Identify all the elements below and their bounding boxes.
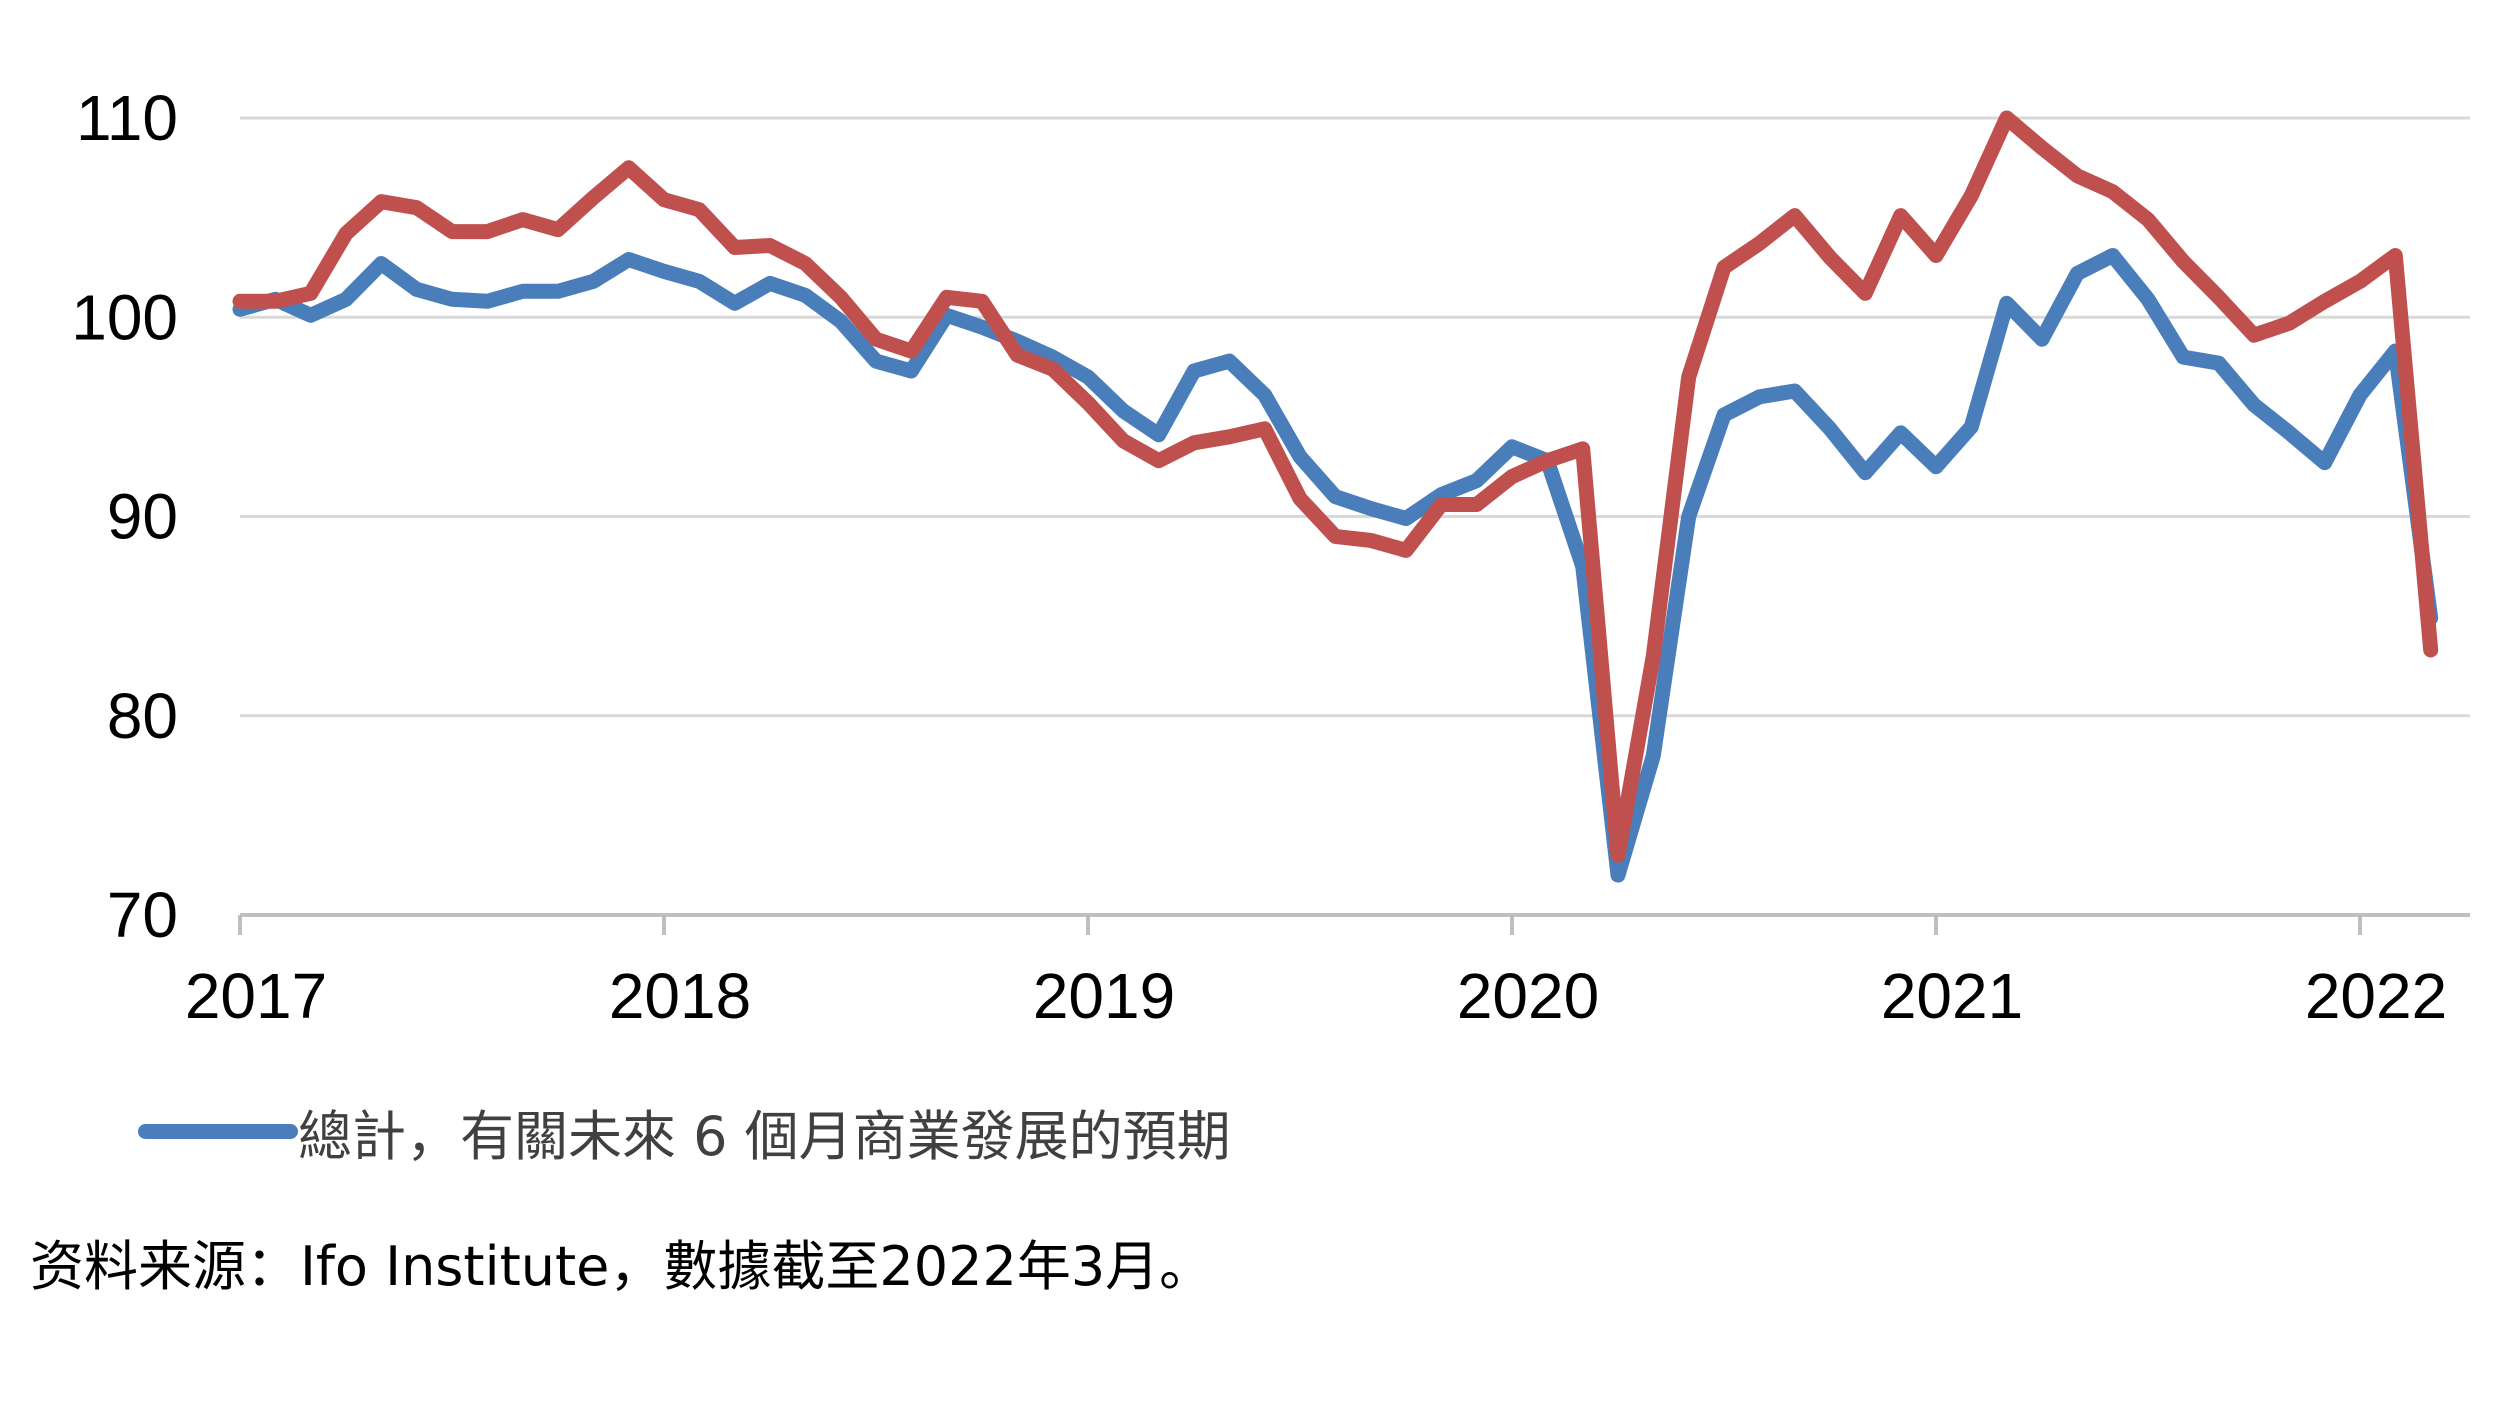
- source-note: 资料来源：Ifo Institute，數據截至2022年3月。: [30, 1235, 1214, 1298]
- x-tick-label-2021: 2021: [1881, 960, 2023, 1032]
- y-tick-label-100: 100: [71, 281, 178, 353]
- legend-swatch-blue: [138, 1123, 298, 1139]
- series-line-0: [232, 248, 2439, 883]
- x-tick-label-2022: 2022: [2305, 960, 2447, 1032]
- legend: 總計，有關未來 6 個月商業發展的預期: [138, 1086, 1231, 1176]
- x-tick-label-2019: 2019: [1033, 960, 1175, 1032]
- y-tick-label-90: 90: [107, 481, 178, 553]
- y-tick-label-70: 70: [107, 879, 178, 951]
- x-tick-label-2017: 2017: [185, 960, 327, 1032]
- y-tick-label-80: 80: [107, 680, 178, 752]
- series-line-1: [232, 110, 2439, 863]
- x-tick-label-2018: 2018: [609, 960, 751, 1032]
- line-chart: 110 100 90 80 70 2017 2018 2019 2020 2021 2022: [71, 82, 2470, 1032]
- legend-label: 總計，有關未來 6 個月商業發展的預期: [298, 1104, 1231, 1168]
- x-tick-label-2020: 2020: [1457, 960, 1599, 1032]
- y-tick-label-110: 110: [76, 82, 178, 154]
